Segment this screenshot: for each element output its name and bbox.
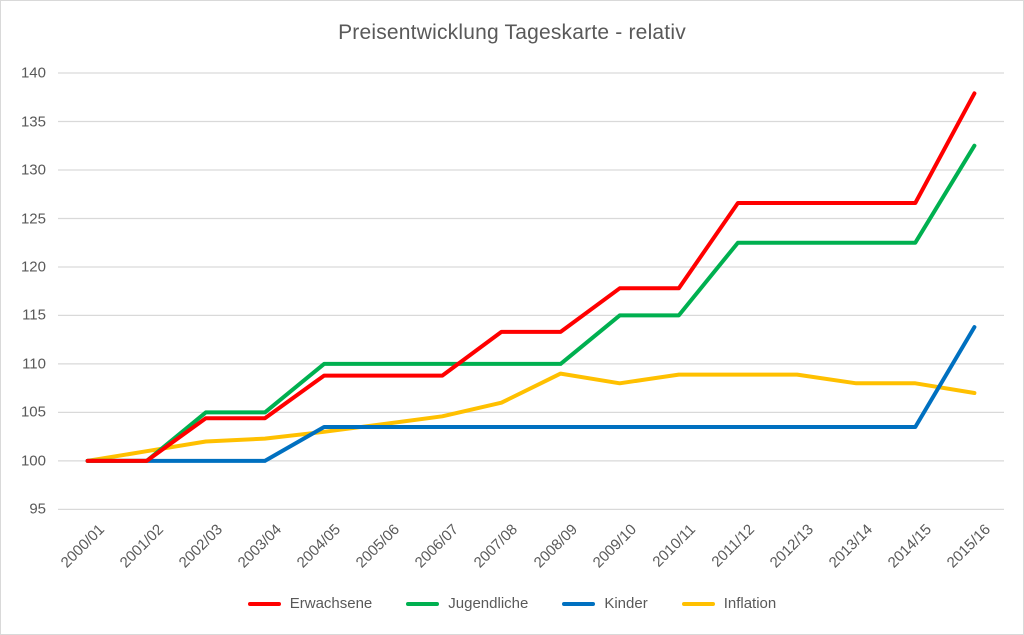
y-axis-tick-label: 125 (20, 210, 46, 227)
legend-item-erwachsene: Erwachsene (247, 595, 373, 612)
legend-item-kinder: Kinder (562, 595, 648, 612)
y-axis-tick-label: 120 (20, 258, 46, 276)
y-axis-tick-label: 100 (20, 452, 46, 470)
y-axis-tick-label: 95 (29, 500, 46, 518)
legend-label: Inflation (723, 595, 777, 612)
y-axis-tick-label: 130 (20, 161, 46, 179)
y-axis-tick-label: 140 (20, 64, 46, 82)
chart-title: Preisentwicklung Tageskarte - relativ (338, 21, 686, 44)
y-axis-tick-label: 110 (22, 355, 46, 373)
legend-label: Kinder (604, 595, 648, 612)
legend-swatch-icon (681, 601, 715, 606)
legend: Erwachsene Jugendliche Kinder Inflation (1, 595, 1023, 612)
legend-swatch-icon (562, 601, 596, 606)
legend-item-jugendliche: Jugendliche (406, 595, 528, 612)
series-line-erwachsene (85, 91, 977, 463)
y-axis-tick-label: 135 (20, 113, 46, 130)
legend-item-inflation: Inflation (681, 595, 777, 612)
y-axis-tick-label: 105 (20, 403, 46, 421)
legend-label: Jugendliche (448, 595, 529, 612)
series-line-inflation (85, 371, 977, 463)
legend-label: Erwachsene (289, 595, 373, 612)
legend-swatch-icon (406, 601, 440, 606)
series-line-kinder (85, 325, 977, 463)
legend-swatch-icon (247, 601, 281, 606)
y-axis-tick-label: 115 (22, 306, 46, 324)
series-line-jugendliche (85, 143, 977, 463)
